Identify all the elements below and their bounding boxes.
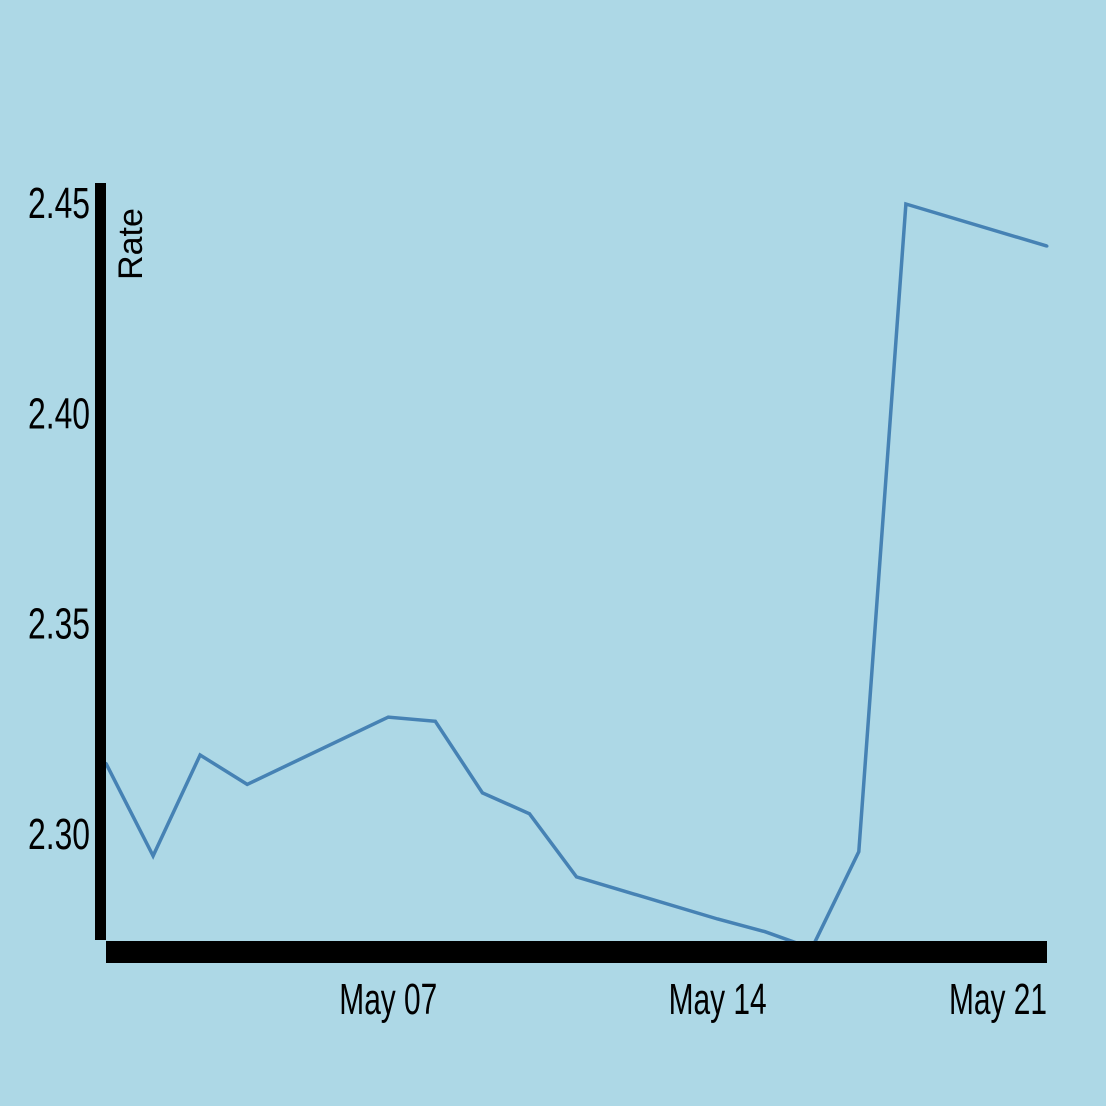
data-point — [528, 812, 531, 816]
data-point — [433, 719, 437, 723]
y-axis-ticks: 2.45 2.40 2.35 2.30 — [28, 179, 90, 859]
y-tick-label: 2.45 — [28, 179, 90, 228]
y-axis — [95, 183, 106, 940]
data-point — [1045, 244, 1049, 248]
data-point — [857, 850, 861, 854]
y-axis-title: Rate — [112, 208, 150, 280]
data-point — [480, 791, 484, 795]
data-point — [904, 202, 908, 206]
data-point — [386, 715, 390, 719]
x-tick-label: May 21 — [949, 975, 1047, 1024]
data-points — [104, 202, 1049, 950]
y-tick-label: 2.30 — [28, 810, 90, 859]
data-point — [151, 854, 155, 858]
data-point — [198, 753, 202, 757]
y-tick-label: 2.35 — [28, 600, 90, 649]
data-point — [575, 875, 578, 879]
data-point — [245, 782, 249, 786]
series-line — [104, 201, 1048, 951]
x-tick-label: May 14 — [669, 975, 767, 1024]
data-point — [716, 917, 720, 921]
y-tick-label: 2.40 — [28, 389, 90, 438]
x-axis — [106, 941, 1047, 963]
data-point — [763, 930, 767, 934]
x-axis-ticks: May 07 May 14 May 21 — [339, 975, 1047, 1024]
x-tick-label: May 07 — [339, 975, 437, 1024]
